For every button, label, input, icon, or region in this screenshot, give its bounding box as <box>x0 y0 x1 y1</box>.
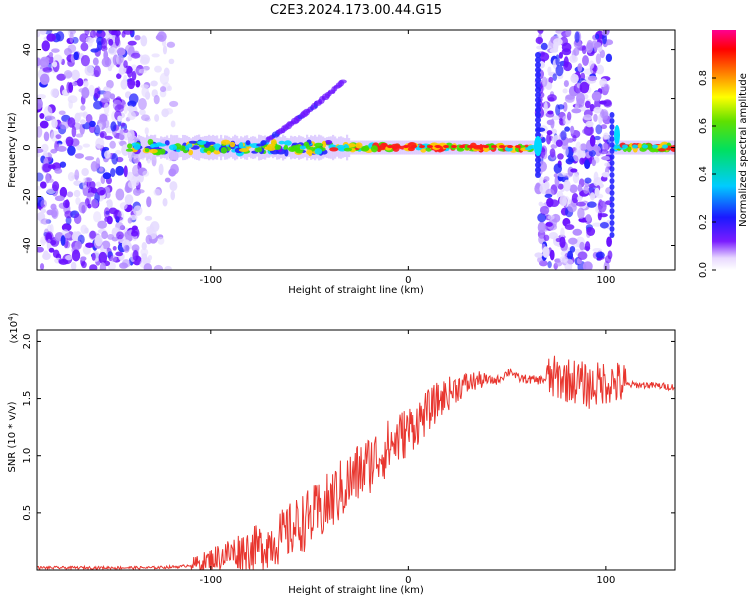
spectrogram-panel: -100 0 100 -40 -20 0 20 40 Height of straight … <box>7 29 676 296</box>
svg-text:(x104): (x104) <box>7 312 20 343</box>
x-tick-label: -100 <box>199 575 222 586</box>
spectrogram-image <box>37 30 675 270</box>
x-tick-label: -100 <box>199 275 222 286</box>
colorbar: 0.0 0.2 0.4 0.6 0.8 Normalized spectral ampl… <box>698 30 749 278</box>
colorbar-tick-label: 0.6 <box>698 118 709 134</box>
colorbar-ticks: 0.0 0.2 0.4 0.6 0.8 <box>698 70 716 278</box>
y-tick-label: -40 <box>22 237 33 253</box>
spectrogram-frame <box>36 29 676 271</box>
snr-series-line <box>37 355 675 570</box>
y-tick-label: 0.5 <box>22 505 33 521</box>
y-tick-label: 0 <box>22 144 33 150</box>
snr-multiplier-base: (x10 <box>9 321 20 344</box>
colorbar-tick-label: 0.8 <box>698 70 709 86</box>
snr-multiplier: (x104) <box>7 312 20 343</box>
figure-title: C2E3.2024.173.00.44.G15 <box>270 3 442 18</box>
y-tick-label: 1.0 <box>22 448 33 464</box>
colorbar-gradient <box>712 30 736 270</box>
colorbar-tick-label: 0.0 <box>698 262 709 278</box>
snr-y-ticks: 0.5 1.0 1.5 2.0 <box>22 333 675 521</box>
colorbar-label: Normalized spectral amplitude <box>738 73 749 227</box>
spectrogram-x-label: Height of straight line (km) <box>288 285 424 296</box>
snr-multiplier-close: ) <box>9 312 20 316</box>
snr-y-label: SNR (10 * v/v) <box>7 401 18 472</box>
snr-x-ticks: -100 0 100 <box>199 330 615 586</box>
x-tick-label: 100 <box>596 575 615 586</box>
snr-multiplier-exponent: 4 <box>7 316 15 321</box>
y-tick-label: 40 <box>22 43 33 56</box>
colorbar-tick-label: 0.2 <box>698 214 709 230</box>
snr-frame <box>36 329 676 571</box>
y-tick-label: 1.5 <box>22 391 33 407</box>
x-tick-label: 100 <box>596 275 615 286</box>
spectrogram-y-ticks: -40 -20 0 20 40 <box>22 43 675 254</box>
spectrogram-x-ticks: -100 0 100 <box>199 30 615 286</box>
snr-x-label: Height of straight line (km) <box>288 585 424 596</box>
snr-panel: -100 0 100 0.5 1.0 1.5 2.0 Height of straight… <box>7 312 676 596</box>
y-tick-label: 2.0 <box>22 333 33 349</box>
y-tick-label: 20 <box>22 92 33 105</box>
snr-plot-area <box>37 330 675 570</box>
y-tick-label: -20 <box>22 188 33 204</box>
spectrogram-y-label: Frequency (Hz) <box>7 112 18 188</box>
x-tick-label: 0 <box>405 275 411 286</box>
colorbar-tick-label: 0.4 <box>698 166 709 182</box>
x-tick-label: 0 <box>405 575 411 586</box>
